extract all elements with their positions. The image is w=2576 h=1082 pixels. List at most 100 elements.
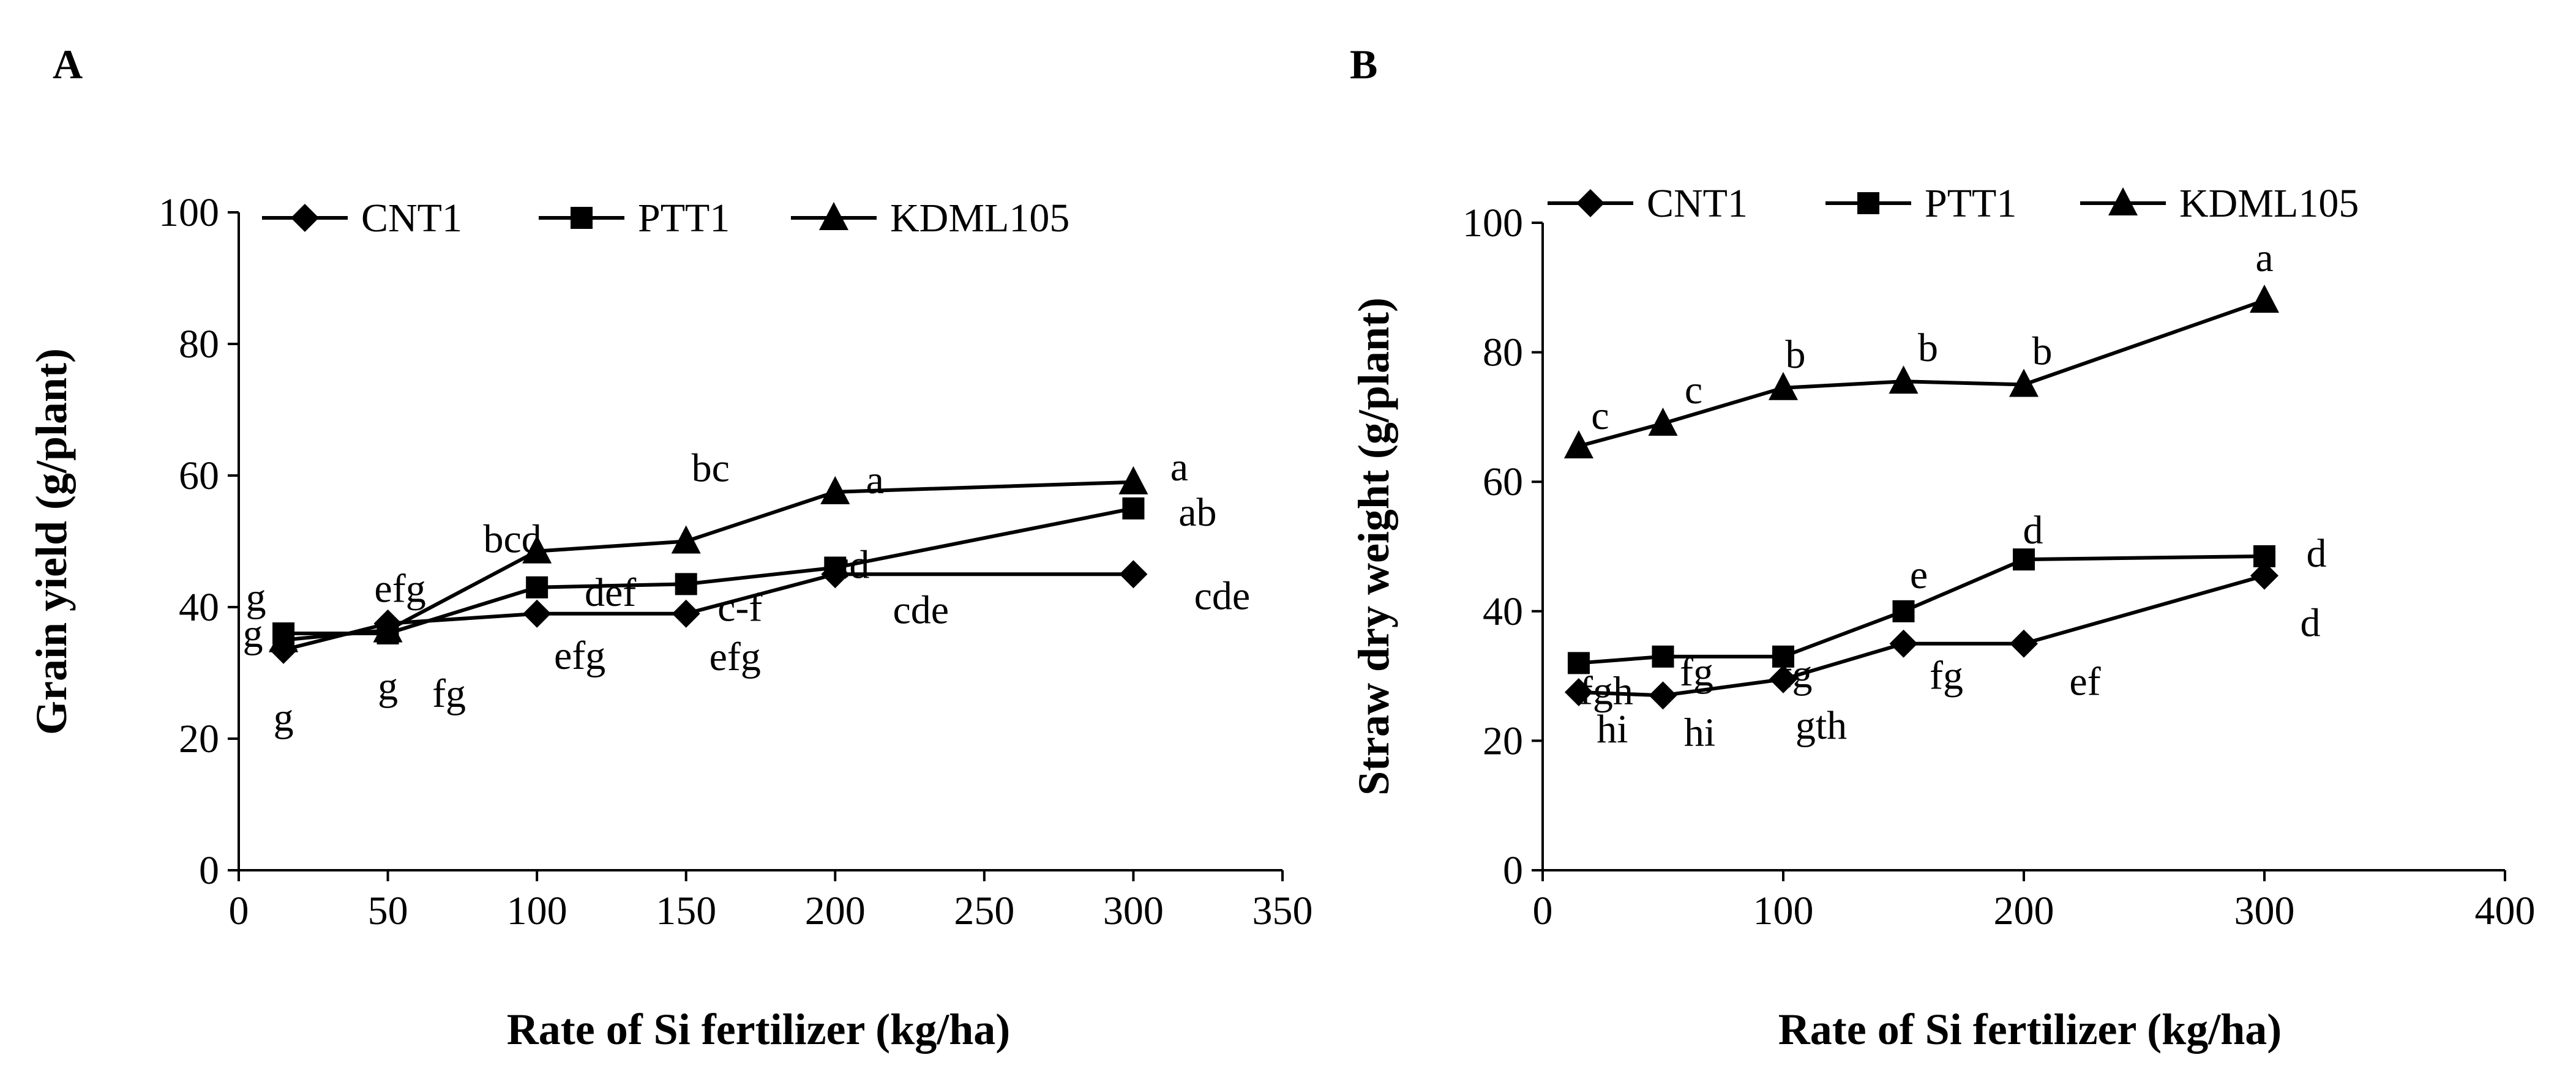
y-tick-label: 80 bbox=[179, 322, 219, 367]
square-marker bbox=[2253, 545, 2275, 567]
data-annotation: a bbox=[2255, 236, 2273, 280]
data-annotation: ab bbox=[1178, 490, 1216, 535]
data-annotation: hi bbox=[1597, 707, 1628, 752]
x-tick-label: 250 bbox=[954, 889, 1014, 933]
square-marker bbox=[824, 556, 847, 579]
legend-triangle-marker bbox=[2108, 187, 2138, 215]
x-tick-label: 350 bbox=[1252, 889, 1313, 933]
y-tick-label: 0 bbox=[199, 848, 219, 893]
x-tick-label: 150 bbox=[656, 889, 716, 933]
data-annotation: c bbox=[1591, 394, 1609, 438]
triangle-marker bbox=[2250, 284, 2279, 313]
data-annotation: a bbox=[866, 458, 884, 502]
triangle-marker bbox=[1563, 430, 1593, 459]
square-marker bbox=[2013, 548, 2035, 571]
data-annotation: d bbox=[2301, 601, 2321, 646]
y-tick-label: 80 bbox=[1483, 330, 1523, 375]
legend: CNT1 PTT1 KDML105 bbox=[262, 196, 1069, 241]
series-line bbox=[283, 572, 1134, 652]
legend: CNT1 PTT1 KDML105 bbox=[1548, 181, 2359, 226]
y-tick-label: 20 bbox=[1483, 718, 1523, 763]
data-annotation: cde bbox=[893, 588, 949, 632]
legend-label-kdml105: KDML105 bbox=[890, 196, 1069, 241]
y-axis-title: Grain yield (g/plant) bbox=[27, 348, 76, 735]
data-annotation: c bbox=[1685, 368, 1702, 412]
triangle-marker bbox=[269, 624, 299, 652]
data-annotation: fgh bbox=[1579, 668, 1633, 713]
data-annotation: c-f bbox=[717, 585, 762, 630]
x-tick-label: 400 bbox=[2475, 889, 2536, 933]
data-annotation: fg bbox=[1930, 654, 1963, 698]
x-axis-title: Rate of Si fertilizer (kg/ha) bbox=[1778, 1005, 2282, 1054]
legend-diamond-marker bbox=[291, 204, 319, 232]
y-tick-label: 40 bbox=[179, 585, 219, 630]
diamond-marker bbox=[1119, 560, 1148, 589]
panel-label: A bbox=[53, 41, 83, 88]
series-cnt1: hi hi gth fg ef d bbox=[1564, 561, 2321, 755]
data-annotation: b bbox=[1786, 332, 1806, 377]
data-annotation: efg bbox=[374, 567, 425, 611]
x-tick-label: 0 bbox=[229, 889, 249, 933]
data-annotation: gth bbox=[1795, 703, 1847, 748]
series-kdml105: c c b b b a bbox=[1563, 236, 2279, 459]
legend-label-cnt1: CNT1 bbox=[1647, 181, 1748, 226]
triangle-marker bbox=[1648, 407, 1678, 436]
data-annotation: efg bbox=[554, 633, 605, 678]
square-marker bbox=[675, 573, 697, 595]
square-marker bbox=[1772, 645, 1794, 668]
series-line bbox=[283, 480, 1134, 642]
x-tick-label: 200 bbox=[1994, 889, 2054, 933]
series-line bbox=[1578, 573, 2265, 698]
y-tick-label: 100 bbox=[1462, 201, 1523, 245]
data-annotation: bcd bbox=[483, 517, 541, 562]
diamond-marker bbox=[2250, 561, 2278, 590]
data-annotation: g bbox=[378, 664, 398, 709]
series-line bbox=[1578, 299, 2265, 448]
diamond-marker bbox=[2010, 629, 2038, 658]
legend-triangle-marker bbox=[819, 202, 848, 230]
data-annotation: fg bbox=[1680, 650, 1713, 695]
data-annotation: e bbox=[1910, 553, 1928, 597]
x-tick-label: 200 bbox=[805, 889, 866, 933]
x-tick-label: 50 bbox=[368, 889, 408, 933]
x-tick-label: 300 bbox=[2234, 889, 2295, 933]
data-annotation: fg bbox=[432, 671, 466, 716]
data-annotation: fg bbox=[1779, 652, 1813, 696]
legend-square-marker bbox=[1857, 192, 1879, 214]
legend-diamond-marker bbox=[1576, 189, 1604, 217]
data-annotation: cd bbox=[831, 543, 869, 588]
square-marker bbox=[1567, 652, 1590, 674]
diamond-marker bbox=[1769, 665, 1797, 693]
data-annotation: cde bbox=[1194, 573, 1251, 618]
panel-label: B bbox=[1350, 41, 1377, 88]
diamond-marker bbox=[1564, 678, 1593, 707]
data-annotation: efg bbox=[710, 635, 761, 679]
x-axis-title: Rate of Si fertilizer (kg/ha) bbox=[507, 1005, 1010, 1054]
triangle-marker bbox=[1889, 365, 1919, 394]
triangle-marker bbox=[1118, 466, 1148, 494]
y-tick-label: 100 bbox=[159, 190, 219, 235]
legend-label-ptt1: PTT1 bbox=[1925, 181, 2016, 226]
diamond-marker bbox=[672, 599, 700, 628]
legend-square-marker bbox=[571, 207, 593, 229]
data-annotation: g bbox=[246, 575, 266, 620]
square-marker bbox=[1652, 645, 1674, 668]
triangle-marker bbox=[820, 476, 850, 504]
legend-label-kdml105: KDML105 bbox=[2179, 181, 2359, 226]
data-annotation: b bbox=[1918, 326, 1938, 370]
data-annotation: b bbox=[2032, 329, 2053, 374]
chart-panel-A: A 0 20 40 60 80 100 0 50 100 150 200 250 300 350 Rate o… bbox=[27, 41, 1313, 1054]
x-tick-label: 100 bbox=[1753, 889, 1814, 933]
series-line bbox=[1578, 554, 2265, 665]
triangle-marker bbox=[373, 614, 403, 643]
y-tick-label: 40 bbox=[1483, 589, 1523, 634]
data-annotation: hi bbox=[1684, 710, 1715, 755]
data-annotation: g bbox=[243, 611, 263, 656]
diamond-marker bbox=[523, 599, 552, 628]
x-tick-label: 0 bbox=[1533, 889, 1553, 933]
series-kdml105: g efg bcd bc a a bbox=[246, 445, 1188, 652]
square-marker bbox=[1892, 600, 1915, 622]
y-tick-label: 60 bbox=[1483, 460, 1523, 504]
